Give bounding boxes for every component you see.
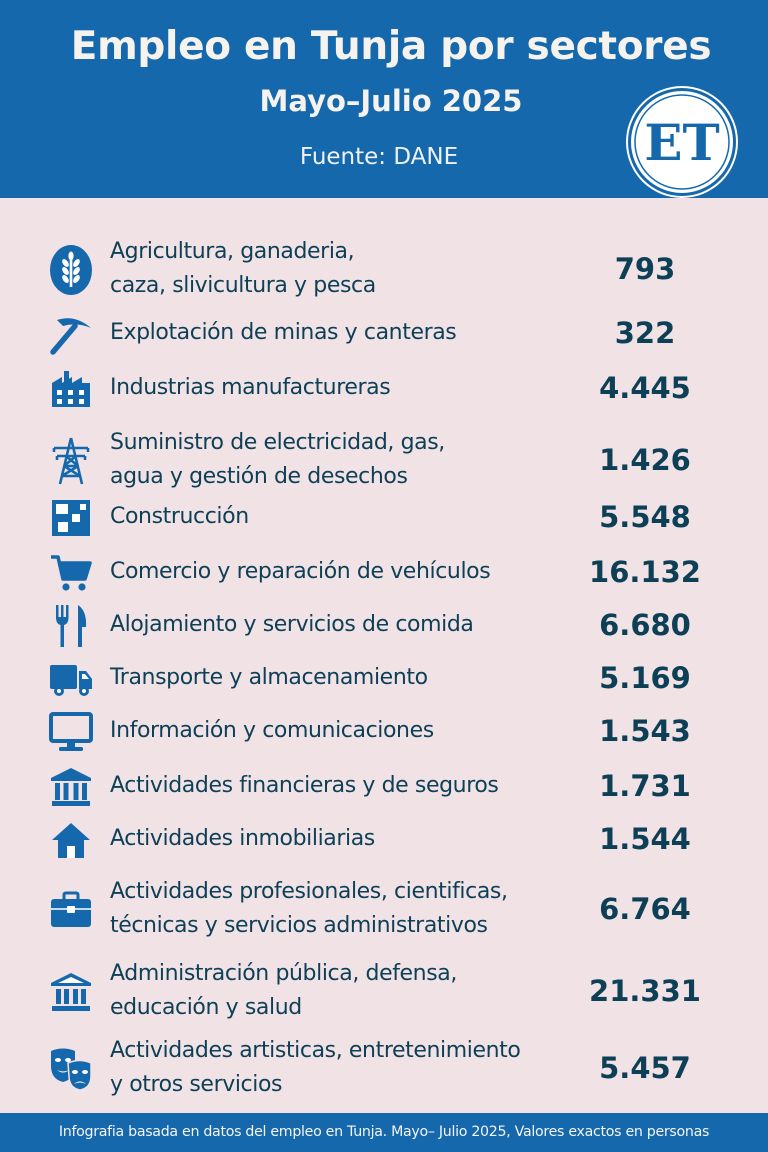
sector-value: 1.543 — [599, 714, 691, 748]
sector-label: Alojamiento y servicios de comida — [110, 608, 580, 642]
table-row: Actividades profesionales, cientificas, t… — [0, 875, 768, 945]
sector-label-line: Actividades financieras y de seguros — [110, 773, 499, 798]
et-logo: ET — [628, 88, 736, 196]
sector-label: Suministro de electricidad, gas, agua y g… — [110, 426, 580, 494]
sector-label: Actividades artisticas, entretenimiento y… — [110, 1034, 580, 1102]
sector-label-line: técnicas y servicios administrativos — [110, 913, 488, 938]
briefcase-icon — [48, 887, 94, 933]
sector-label: Información y comunicaciones — [110, 714, 580, 748]
sector-label-line: Explotación de minas y canteras — [110, 320, 457, 345]
table-row: Actividades inmobiliarias 1.544 — [0, 822, 768, 858]
sector-label-line: Construcción — [110, 504, 249, 529]
table-row: Agricultura, ganaderia, caza, slivicultur… — [0, 235, 768, 305]
page-subtitle: Mayo–Julio 2025 — [259, 84, 523, 118]
sector-value: 21.331 — [589, 974, 701, 1008]
sector-value: 5.457 — [599, 1051, 691, 1085]
sector-label: Actividades financieras y de seguros — [110, 769, 580, 803]
page-title: Empleo en Tunja por sectores — [70, 24, 712, 69]
sector-value: 1.731 — [599, 769, 691, 803]
sector-label: Actividades inmobiliarias — [110, 822, 580, 856]
fork-knife-icon — [48, 603, 94, 649]
sector-label: Explotación de minas y canteras — [110, 316, 580, 350]
table-row: Suministro de electricidad, gas, agua y g… — [0, 426, 768, 496]
sector-label-line: educación y salud — [110, 995, 302, 1020]
logo-lettering: ET — [644, 113, 719, 172]
sector-value: 1.544 — [599, 822, 691, 856]
truck-icon — [48, 656, 94, 702]
sector-value: 1.426 — [599, 443, 691, 477]
sector-value: 16.132 — [589, 555, 701, 589]
sector-label: Actividades profesionales, cientificas, t… — [110, 875, 580, 943]
building-blocks-icon — [48, 495, 94, 541]
sector-label-line: Actividades artisticas, entretenimiento — [110, 1038, 521, 1063]
table-row: Construcción 5.548 — [0, 500, 768, 536]
sector-label-line: Alojamiento y servicios de comida — [110, 612, 474, 637]
sector-label-line: Comercio y reparación de vehículos — [110, 559, 491, 584]
sector-value: 4.445 — [599, 371, 691, 405]
sector-label-line: Suministro de electricidad, gas, — [110, 430, 445, 455]
footer-bar: Infografia basada en datos del empleo en… — [0, 1113, 768, 1152]
table-row: Administración pública, defensa, educació… — [0, 957, 768, 1027]
factory-icon — [48, 366, 94, 412]
bank-icon — [48, 764, 94, 810]
power-tower-icon — [48, 437, 94, 485]
source-note: Fuente: DANE — [299, 144, 459, 170]
sector-label-line: Administración pública, defensa, — [110, 961, 457, 986]
sector-value: 793 — [614, 252, 676, 286]
table-row: Transporte y almacenamiento 5.169 — [0, 661, 768, 697]
pickaxe-icon — [48, 311, 94, 357]
sector-label: Transporte y almacenamiento — [110, 661, 580, 695]
sector-label-line: Transporte y almacenamiento — [110, 665, 428, 690]
sector-label-line: Actividades inmobiliarias — [110, 826, 375, 851]
sector-label: Comercio y reparación de vehículos — [110, 555, 580, 589]
table-row: Explotación de minas y canteras 322 — [0, 316, 768, 355]
sector-label-line: Industrias manufactureras — [110, 375, 391, 400]
sector-value: 6.764 — [599, 892, 691, 926]
table-row: Actividades artisticas, entretenimiento y… — [0, 1034, 768, 1104]
monitor-icon — [48, 709, 94, 755]
sector-value: 322 — [614, 316, 676, 350]
footer-note: Infografia basada en datos del empleo en… — [58, 1124, 710, 1140]
sector-value: 5.548 — [599, 500, 691, 534]
sector-label-line: y otros servicios — [110, 1072, 283, 1097]
table-row: Alojamiento y servicios de comida 6.680 — [0, 605, 768, 647]
wheat-icon — [48, 245, 94, 295]
sector-label-line: Agricultura, ganaderia, — [110, 239, 355, 264]
header-banner: Empleo en Tunja por sectores Mayo–Julio … — [0, 0, 768, 198]
government-building-icon — [48, 969, 94, 1015]
sector-label: Agricultura, ganaderia, caza, slivicultur… — [110, 235, 580, 303]
theater-masks-icon — [48, 1046, 94, 1092]
sector-value: 5.169 — [599, 661, 691, 695]
sector-label-line: caza, slivicultura y pesca — [110, 273, 376, 298]
table-row: Industrias manufactureras 4.445 — [0, 371, 768, 407]
sector-label-line: Información y comunicaciones — [110, 718, 434, 743]
sector-label-line: Actividades profesionales, cientificas, — [110, 879, 508, 904]
sector-value: 6.680 — [599, 608, 691, 642]
table-row: Información y comunicaciones 1.543 — [0, 712, 768, 751]
sector-label: Construcción — [110, 500, 580, 534]
sector-label: Industrias manufactureras — [110, 371, 580, 405]
shopping-cart-icon — [48, 550, 94, 596]
sector-label: Administración pública, defensa, educació… — [110, 957, 580, 1025]
sector-label-line: agua y gestión de desechos — [110, 464, 408, 489]
house-icon — [48, 817, 94, 863]
table-row: Comercio y reparación de vehículos 16.132 — [0, 555, 768, 591]
table-row: Actividades financieras y de seguros 1.73… — [0, 768, 768, 806]
